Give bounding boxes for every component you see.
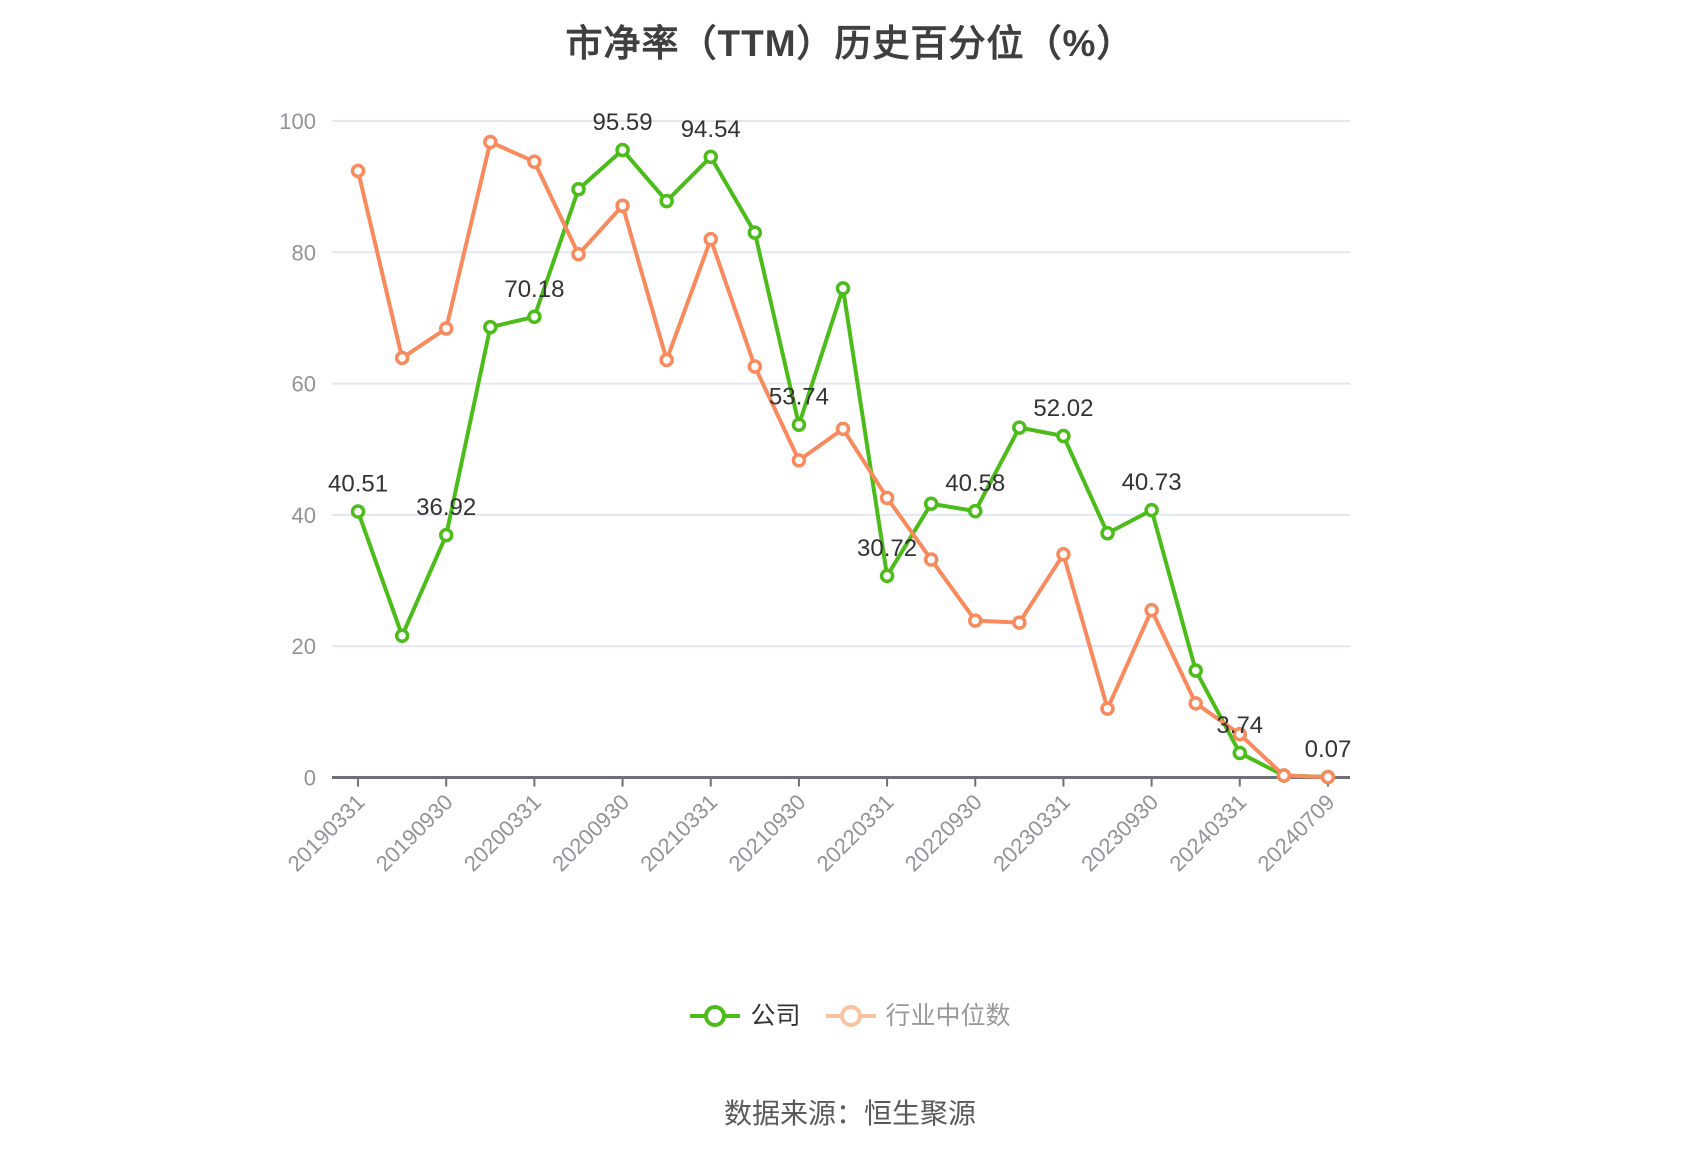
data-point-marker-0[interactable] bbox=[1188, 663, 1203, 678]
data-point-marker-1[interactable] bbox=[968, 613, 983, 628]
y-axis-label: 40 bbox=[292, 503, 316, 528]
data-point-marker-1[interactable] bbox=[527, 154, 542, 169]
data-point-marker-0[interactable] bbox=[1012, 420, 1027, 435]
data-point-marker-1[interactable] bbox=[571, 247, 586, 262]
x-axis-label: 20190930 bbox=[371, 789, 458, 876]
data-point-marker-1[interactable] bbox=[703, 231, 718, 247]
y-axis-label: 0 bbox=[304, 766, 316, 791]
data-point-marker-0[interactable] bbox=[571, 182, 586, 197]
data-point-marker-0[interactable] bbox=[1232, 745, 1248, 761]
data-point-marker-0[interactable] bbox=[1144, 502, 1159, 518]
data-point-marker-0[interactable] bbox=[791, 417, 807, 432]
y-axis-label: 100 bbox=[279, 109, 316, 134]
data-point-label: 30.72 bbox=[857, 535, 917, 562]
series-line-1 bbox=[356, 140, 1330, 780]
data-point-marker-0[interactable] bbox=[438, 527, 454, 543]
legend-line-icon-company bbox=[690, 1005, 741, 1027]
chart-title: 市净率（TTM）历史百分位（%） bbox=[565, 23, 1135, 64]
data-point-label: 53.74 bbox=[769, 384, 829, 411]
data-point-label: 40.58 bbox=[945, 470, 1005, 497]
data-point-label: 52.02 bbox=[1033, 395, 1093, 422]
data-point-marker-1[interactable] bbox=[350, 163, 366, 179]
legend-label-industry-median: 行业中位数 bbox=[885, 1002, 1011, 1030]
data-point-label: 94.54 bbox=[681, 116, 741, 143]
x-axis-label: 20220930 bbox=[900, 789, 987, 876]
y-axis-label: 80 bbox=[292, 240, 316, 265]
legend: 公司 行业中位数 bbox=[0, 997, 1700, 1035]
data-point-label: 40.51 bbox=[328, 471, 388, 498]
data-point-marker-0[interactable] bbox=[879, 568, 895, 584]
x-axis-label: 20240331 bbox=[1164, 789, 1251, 876]
data-point-label: 40.73 bbox=[1122, 469, 1182, 496]
data-point-marker-1[interactable] bbox=[1320, 769, 1336, 785]
data-point-marker-1[interactable] bbox=[791, 453, 807, 468]
data-point-marker-0[interactable] bbox=[835, 281, 851, 296]
series-line-0 bbox=[356, 147, 1330, 780]
data-point-label: 95.59 bbox=[593, 109, 653, 136]
data-point-label: 36.92 bbox=[416, 494, 476, 521]
data-point-marker-0[interactable] bbox=[747, 225, 763, 240]
legend-label-company: 公司 bbox=[750, 1002, 801, 1030]
data-point-marker-1[interactable] bbox=[1056, 547, 1071, 562]
data-point-marker-1[interactable] bbox=[923, 552, 939, 567]
x-axis-label: 20240709 bbox=[1253, 789, 1340, 876]
data-point-marker-1[interactable] bbox=[1012, 615, 1027, 630]
x-axis-label: 20220331 bbox=[812, 789, 899, 876]
data-point-marker-1[interactable] bbox=[394, 350, 410, 366]
data-point-marker-1[interactable] bbox=[1232, 726, 1248, 742]
data-point-marker-1[interactable] bbox=[1276, 768, 1292, 783]
data-source: 数据来源：恒生聚源 bbox=[723, 1098, 976, 1129]
data-point-marker-1[interactable] bbox=[438, 321, 454, 336]
data-point-marker-1[interactable] bbox=[1188, 696, 1203, 711]
data-point-label: 0.07 bbox=[1305, 736, 1352, 763]
x-axis-label: 20190331 bbox=[283, 789, 370, 876]
data-point-marker-1[interactable] bbox=[1144, 602, 1159, 618]
x-axis-label: 20210331 bbox=[635, 789, 722, 876]
legend-item-company[interactable]: 公司 bbox=[689, 1002, 801, 1030]
data-point-marker-0[interactable] bbox=[923, 496, 939, 511]
data-point-marker-0[interactable] bbox=[483, 319, 498, 335]
data-point-marker-1[interactable] bbox=[835, 421, 851, 437]
data-point-marker-0[interactable] bbox=[1100, 526, 1115, 541]
data-point-marker-0[interactable] bbox=[1056, 428, 1071, 444]
x-axis-label: 20210930 bbox=[724, 789, 811, 876]
data-point-marker-1[interactable] bbox=[747, 359, 763, 374]
y-axis-label: 20 bbox=[292, 634, 316, 659]
data-point-label: 3.74 bbox=[1216, 712, 1263, 739]
data-point-marker-1[interactable] bbox=[615, 198, 630, 213]
x-axis-label: 20200930 bbox=[547, 789, 634, 876]
data-point-marker-0[interactable] bbox=[394, 628, 410, 643]
data-point-label: 70.18 bbox=[504, 276, 564, 303]
data-point-marker-1[interactable] bbox=[659, 352, 674, 368]
y-axis-label: 60 bbox=[292, 372, 316, 397]
data-point-marker-1[interactable] bbox=[879, 490, 895, 506]
data-point-marker-0[interactable] bbox=[659, 193, 674, 209]
x-axis-label: 20230331 bbox=[988, 789, 1075, 876]
data-point-marker-1[interactable] bbox=[483, 134, 498, 150]
x-axis-label: 20230930 bbox=[1076, 789, 1163, 876]
data-point-marker-0[interactable] bbox=[527, 309, 542, 325]
data-point-marker-0[interactable] bbox=[350, 504, 366, 519]
legend-line-icon-industry-median bbox=[825, 1005, 876, 1027]
data-point-marker-0[interactable] bbox=[703, 149, 718, 165]
legend-item-industry-median[interactable]: 行业中位数 bbox=[825, 1003, 1011, 1029]
data-point-marker-1[interactable] bbox=[1100, 701, 1115, 716]
data-point-marker-0[interactable] bbox=[615, 142, 630, 158]
data-point-marker-0[interactable] bbox=[968, 503, 983, 519]
x-axis-label: 20200331 bbox=[459, 789, 546, 876]
